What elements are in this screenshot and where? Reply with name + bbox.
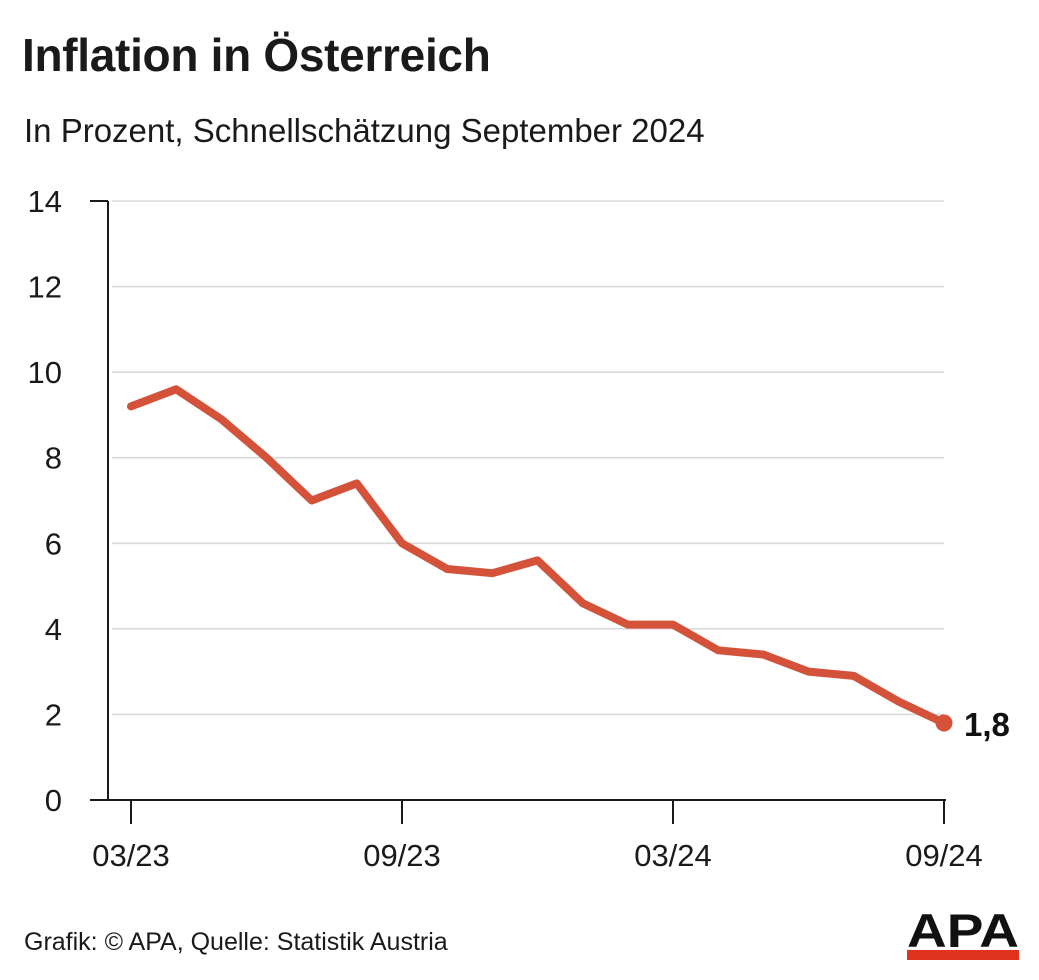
y-tick-label: 10: [28, 355, 62, 390]
series-layer: [127, 385, 953, 732]
y-tick-label: 2: [45, 697, 62, 732]
end-value-label: 1,8: [964, 706, 1010, 743]
x-tick-label: 09/23: [363, 838, 441, 873]
chart-subtitle: In Prozent, Schnellschätzung September 2…: [24, 112, 705, 149]
apa-logo: APA: [907, 910, 1019, 960]
line-chart: 0 2 4 6 8 10 12 14 03/23 09/23 03/24 09/24 1,8: [28, 184, 1010, 873]
y-tick-label: 6: [45, 526, 62, 561]
chart-title: Inflation in Österreich: [22, 29, 491, 81]
y-tick-label: 4: [45, 612, 62, 647]
axes: [90, 200, 946, 824]
x-tick-label: 09/24: [905, 838, 983, 873]
inflation-line: [127, 385, 948, 727]
source-credit: Grafik: © APA, Quelle: Statistik Austria: [24, 928, 448, 956]
end-point-marker: [935, 714, 953, 732]
apa-logo-bar: [907, 950, 1019, 960]
y-tick-label: 12: [28, 270, 62, 305]
gridlines: [112, 200, 944, 716]
y-tick-label: 8: [45, 441, 62, 476]
x-tick-label: 03/24: [634, 838, 712, 873]
y-tick-label: 0: [45, 783, 62, 818]
labels: 0 2 4 6 8 10 12 14 03/23 09/23 03/24 09/24 1,8: [28, 184, 1010, 873]
x-tick-label: 03/23: [92, 838, 170, 873]
y-tick-label: 14: [28, 184, 62, 219]
apa-logo-text: APA: [907, 910, 1019, 957]
